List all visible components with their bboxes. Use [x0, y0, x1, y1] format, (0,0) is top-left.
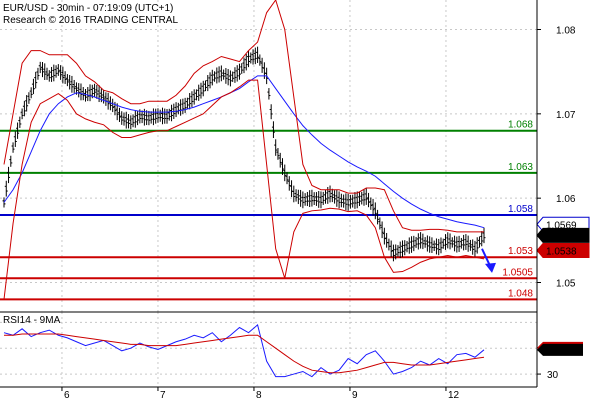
- rsi-panel: 30 50.27548.756 RSI14 - 9MA: [0, 312, 583, 387]
- y-tick-label: 1.08: [556, 26, 576, 37]
- rsi-tick-label: 30: [547, 370, 559, 381]
- y-tick-label: 1.06: [556, 194, 576, 205]
- price-tag-box: [536, 227, 590, 243]
- price-tag-label: 1.0569: [546, 220, 577, 231]
- price-bars: [2, 46, 486, 262]
- level-label: 1.048: [508, 288, 533, 299]
- chart-header-line1: EUR/USD - 30min - 07:19:09 (UTC+1): [3, 3, 173, 14]
- rsi-tag-box: [537, 343, 583, 356]
- rsi-lines: [3, 324, 485, 378]
- time-axis: 6 7 8 9 12: [61, 387, 460, 400]
- rsi-series-line: [4, 333, 485, 374]
- forecast-arrow-shaft: [481, 248, 491, 267]
- x-tick-label: 7: [160, 390, 166, 400]
- price-tag-label: 1.0538: [546, 246, 577, 257]
- price-axis: 1.08 1.07 1.06 1.05: [537, 26, 576, 289]
- level-label: 1.068: [508, 120, 533, 131]
- lower-band-line: [3, 79, 485, 300]
- forecast-arrow: [481, 248, 496, 273]
- support-resistance-levels: 1.068 1.063 1.058 1.053 1.0505 1.048: [0, 120, 537, 301]
- rsi-axis: 30: [537, 370, 559, 381]
- level-label: 1.053: [508, 246, 533, 257]
- price-tag-label: 1.05559: [546, 231, 583, 242]
- price-tag-box: [536, 242, 590, 258]
- rsi-tag-label: 48.756: [545, 346, 576, 357]
- upper-band-line: [3, 0, 484, 233]
- main-price-panel: 1.068 1.063 1.058 1.053 1.0505 1.048 1.08 1.07…: [0, 0, 590, 312]
- level-label: 1.063: [508, 162, 533, 173]
- y-tick-label: 1.07: [556, 110, 576, 121]
- main-gridlines: [0, 0, 537, 312]
- rsi-tags: 50.27548.756: [537, 341, 583, 357]
- x-tick-label: 9: [352, 390, 358, 400]
- rsi-title: RSI14 - 9MA: [3, 315, 61, 326]
- chart-header-line2: Research © 2016 TRADING CENTRAL: [3, 15, 178, 26]
- y-tick-label: 1.05: [556, 278, 576, 289]
- x-tick-label: 12: [448, 390, 460, 400]
- x-tick-label: 6: [64, 390, 70, 400]
- level-label: 1.058: [508, 204, 533, 215]
- indicator-lines: [3, 0, 485, 300]
- level-label: 1.0505: [502, 267, 533, 278]
- x-tick-label: 8: [256, 390, 262, 400]
- forecast-arrow-head: [485, 262, 496, 273]
- rsi-series-line: [3, 324, 485, 378]
- moving-average-line: [3, 75, 485, 229]
